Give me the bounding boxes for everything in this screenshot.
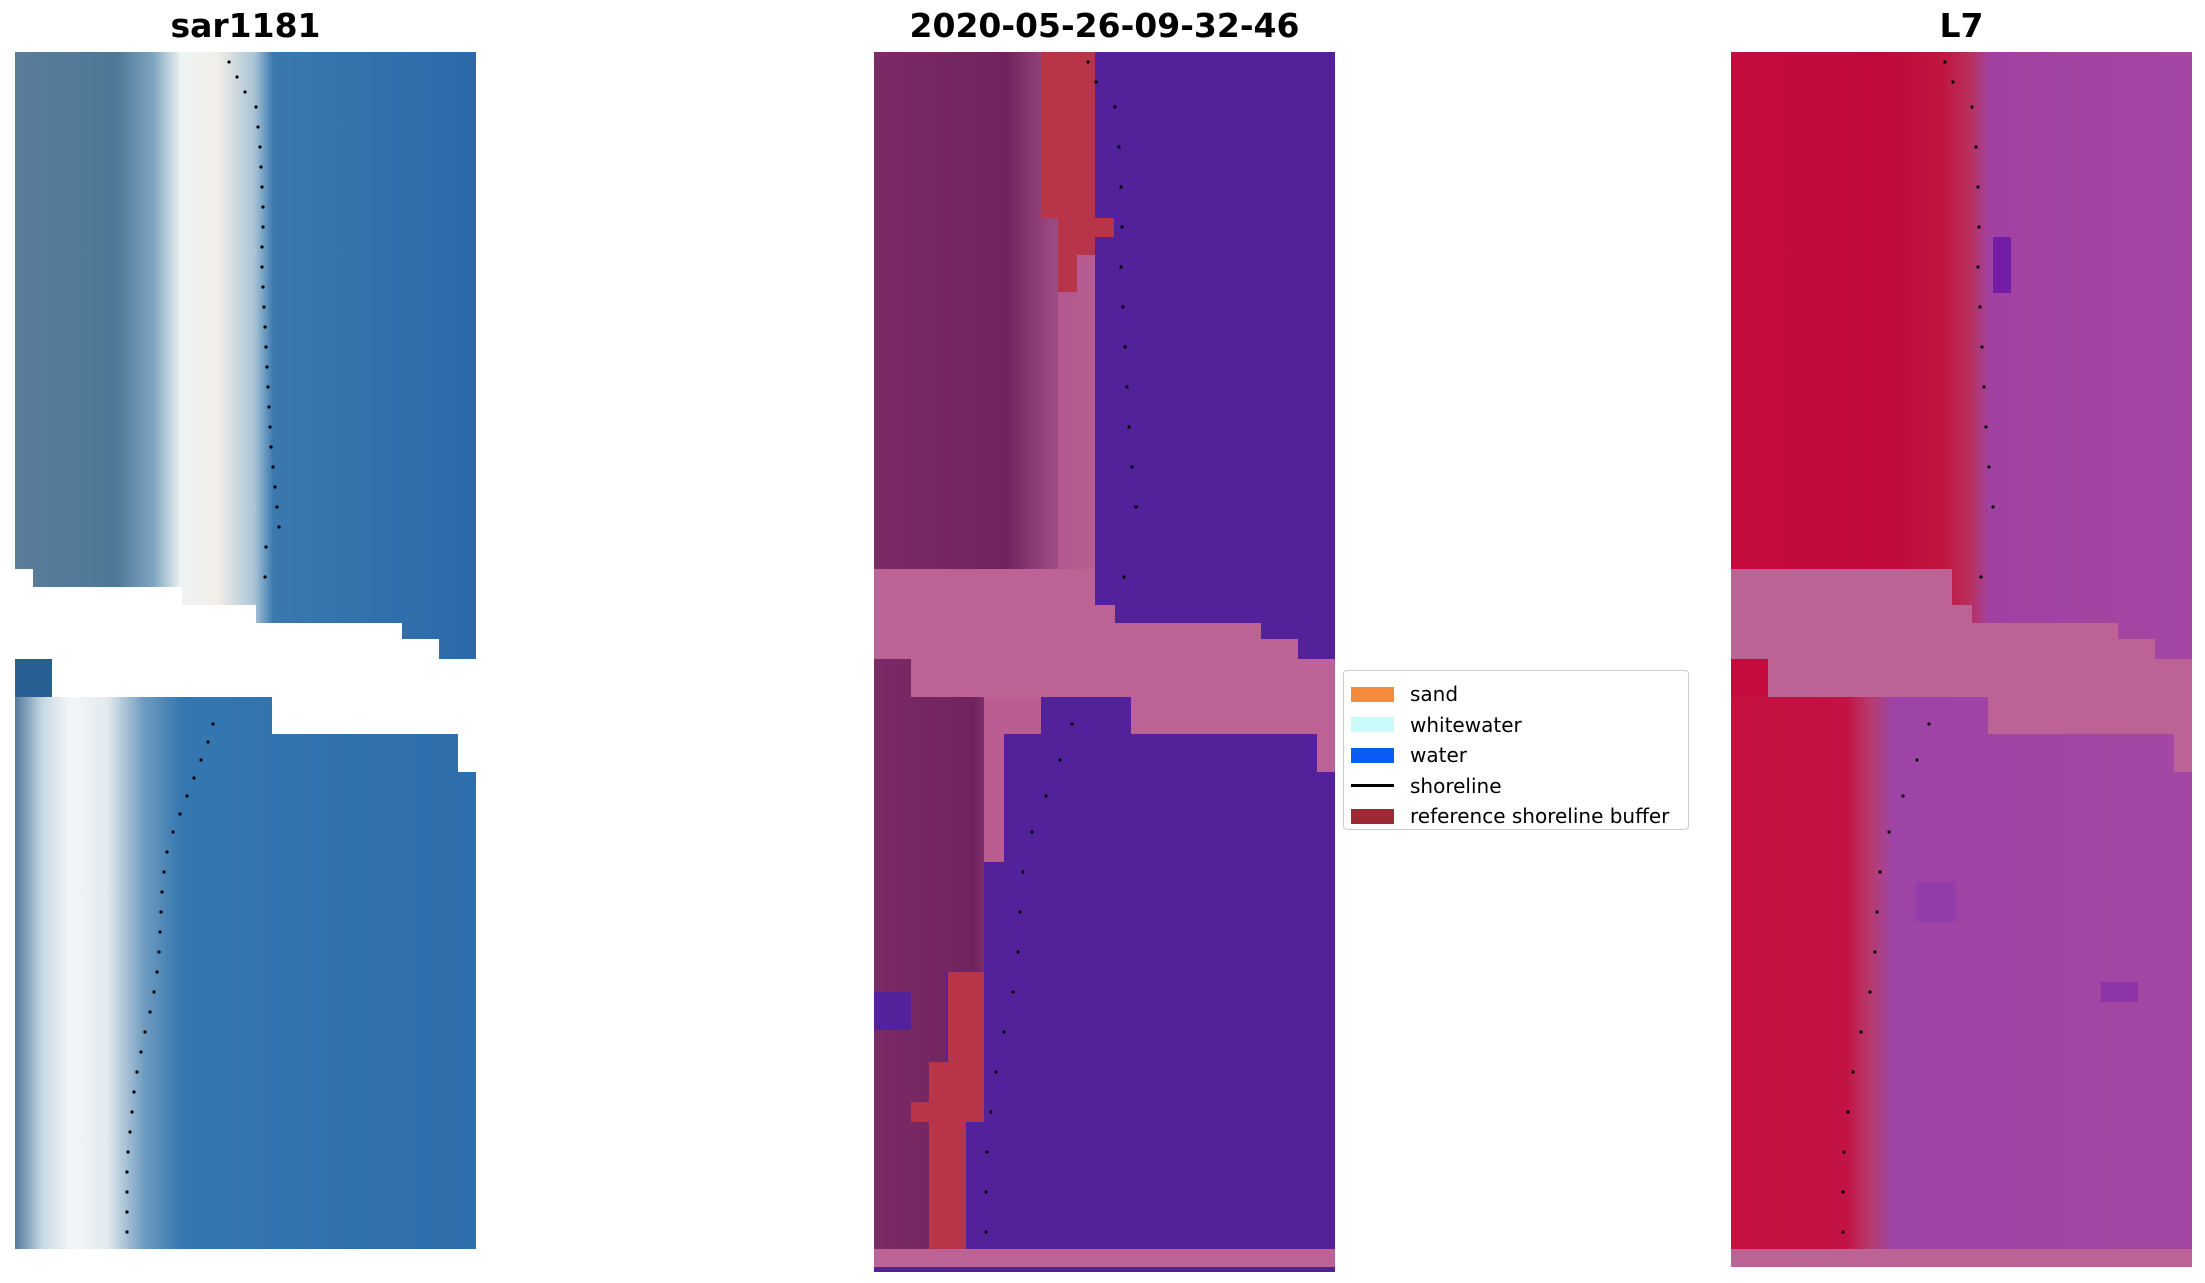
index-upper-block: [1731, 52, 2192, 659]
class-land-upper: [874, 52, 1095, 587]
panel-title-date: 2020-05-26-09-32-46: [909, 6, 1300, 45]
classification-image: [874, 52, 1335, 1272]
legend-swatch-water: [1351, 747, 1394, 763]
rgb-upper-block: [15, 52, 476, 659]
legend: sand whitewater water shoreline referenc…: [1343, 670, 1689, 830]
panel-title-satellite: L7: [1939, 6, 1984, 45]
legend-item-sand: sand: [1351, 679, 1688, 710]
index-panel: [1731, 52, 2192, 1272]
legend-swatch-reference-buffer: [1351, 808, 1394, 824]
legend-item-water: water: [1351, 740, 1688, 771]
class-buffer-upper: [1041, 52, 1114, 292]
rgb-lower-block: [15, 659, 476, 1249]
class-bottom-strip: [874, 1249, 1335, 1267]
legend-swatch-sand: [1351, 686, 1394, 702]
rgb-image-panel: [15, 52, 476, 1272]
legend-swatch-shoreline: [1351, 784, 1394, 788]
index-lower-block: [1731, 659, 2192, 1249]
legend-label-water: water: [1410, 743, 1467, 768]
class-buffer-lower: [911, 972, 984, 1249]
index-image: [1731, 52, 2192, 1267]
rgb-shoreline-upper: [227, 60, 281, 579]
legend-item-shoreline: shoreline: [1351, 771, 1688, 802]
index-buffer-band: [1731, 569, 2192, 772]
rgb-image: [15, 52, 476, 1249]
index-bottom-strip: [1731, 1249, 2192, 1267]
legend-item-reference-buffer: reference shoreline buffer: [1351, 801, 1688, 832]
legend-label-reference-buffer: reference shoreline buffer: [1410, 804, 1670, 829]
class-buffer-band: [874, 569, 1335, 772]
rgb-shoreline-lower: [125, 722, 215, 1234]
legend-label-sand: sand: [1410, 682, 1459, 707]
index-shoreline: [1841, 60, 1995, 1234]
legend-label-whitewater: whitewater: [1410, 712, 1522, 737]
classification-panel: [874, 52, 1335, 1272]
panel-title-rgb: sar1181: [170, 6, 321, 45]
legend-swatch-whitewater: [1351, 717, 1394, 733]
legend-item-whitewater: whitewater: [1351, 710, 1688, 741]
class-shoreline: [984, 60, 1138, 1234]
legend-label-shoreline: shoreline: [1410, 773, 1502, 798]
